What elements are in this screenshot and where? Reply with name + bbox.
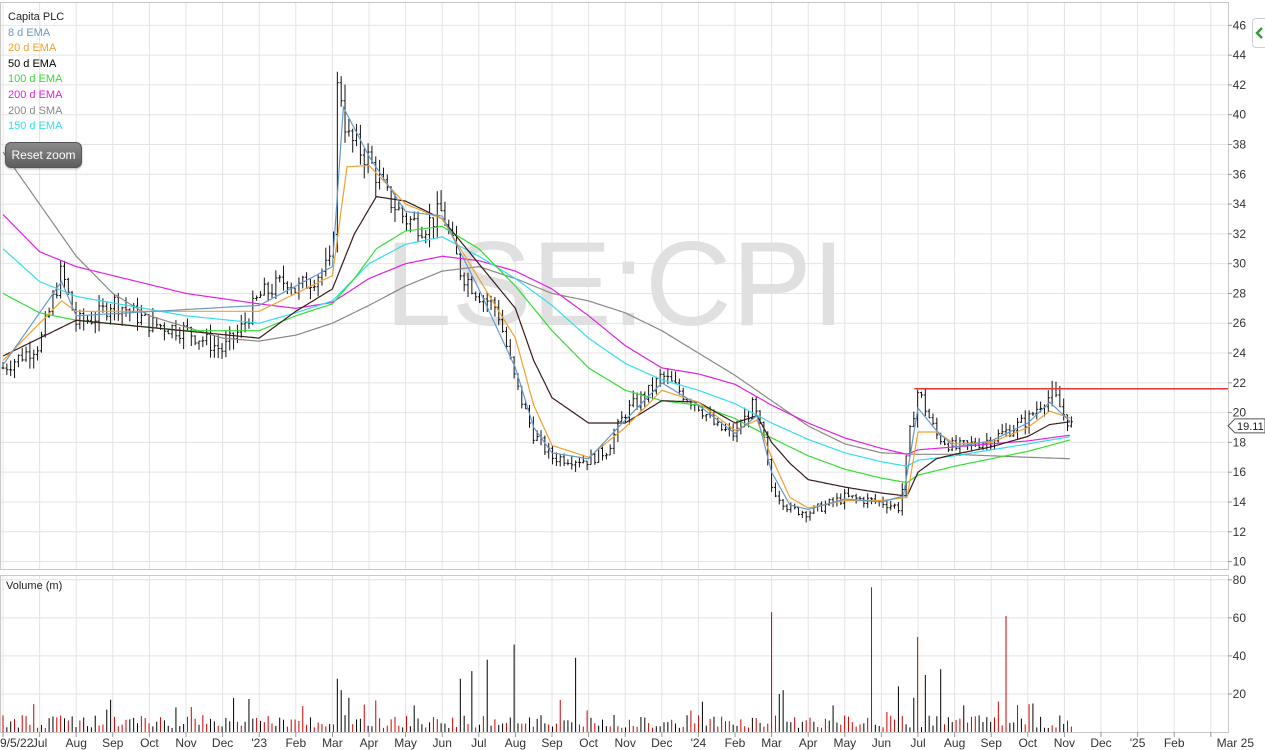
x-tick-label: Dec — [651, 736, 672, 750]
volume-tick-label: 20 — [1233, 687, 1247, 701]
legend-item[interactable]: 100 d EMA — [8, 73, 63, 86]
ema-50-line — [2, 195, 1070, 497]
x-tick-label: Nov — [1054, 736, 1075, 750]
last-price-box — [1227, 418, 1265, 434]
x-tick-label: Sep — [981, 736, 1003, 750]
y-tick-label: 14 — [1233, 495, 1247, 509]
y-tick-label: 38 — [1233, 138, 1247, 152]
moving-average-lines — [2, 105, 1071, 511]
y-tick-label: 40 — [1233, 108, 1247, 122]
ema-8-line — [2, 105, 1071, 511]
x-tick-label: Oct — [579, 736, 598, 750]
reset-zoom-button[interactable]: Reset zoom — [5, 142, 82, 168]
x-tick-label: Dec — [1090, 736, 1111, 750]
y-tick-label: 44 — [1233, 48, 1247, 62]
legend-item[interactable]: 20 d EMA — [8, 42, 57, 55]
x-tick-label: Nov — [175, 736, 196, 750]
y-tick-label: 26 — [1233, 316, 1247, 330]
legend-item[interactable]: 8 d EMA — [8, 26, 51, 39]
x-tick-label: May — [394, 736, 417, 750]
legend-item[interactable]: 50 d EMA — [8, 57, 57, 70]
y-tick-label: 16 — [1233, 465, 1247, 479]
x-tick-label: Aug — [66, 736, 87, 750]
x-tick-label: Sep — [102, 736, 124, 750]
y-tick-label: 46 — [1233, 18, 1247, 32]
volume-axis-label: Volume (m) — [6, 580, 62, 592]
y-tick-label: 22 — [1233, 376, 1247, 390]
legend: Capita PLC 8 d EMA 20 d EMA 50 d EMA 100 d … — [8, 10, 64, 135]
grid-lines — [1, 3, 1228, 732]
price-axis: 10 12 14 16 18 20 22 24 26 28 30 32 34 36 38 40 42 44 46 — [1228, 18, 1247, 569]
x-tick-label: Jul — [910, 736, 925, 750]
y-tick-label: 32 — [1233, 227, 1247, 241]
y-tick-label: 24 — [1233, 346, 1247, 360]
volume-bars — [2, 587, 1072, 732]
y-tick-label: 34 — [1233, 197, 1247, 211]
x-tick-label: Jul — [471, 736, 486, 750]
price-panel-frame — [0, 2, 1229, 570]
volume-tick-label: 40 — [1233, 649, 1247, 663]
x-tick-label: Jul — [32, 736, 47, 750]
watermark: LSE:CPI — [385, 217, 845, 351]
x-tick-label: Oct — [1018, 736, 1037, 750]
y-tick-label: 36 — [1233, 167, 1247, 181]
x-tick-label: Mar 25 — [1217, 736, 1255, 750]
x-tick-label: Oct — [140, 736, 159, 750]
x-tick-label: Mar — [322, 736, 343, 750]
x-tick-label: Feb — [725, 736, 746, 750]
y-tick-label: 30 — [1233, 257, 1247, 271]
x-tick-label: '24 — [691, 736, 707, 750]
y-tick-label: 18 — [1233, 435, 1247, 449]
sma-200-line — [2, 151, 1070, 460]
volume-tick-label: 60 — [1233, 611, 1247, 625]
last-price-label: 19.11 — [1237, 421, 1264, 433]
x-tick-label: Nov — [615, 736, 636, 750]
legend-item[interactable]: 200 d EMA — [8, 88, 63, 101]
x-tick-label: Feb — [1164, 736, 1185, 750]
x-tick-label: Aug — [505, 736, 526, 750]
x-tick-label: Apr — [799, 736, 818, 750]
side-panel-toggle[interactable] — [1252, 18, 1265, 48]
volume-axis: 20 40 60 80 — [1228, 573, 1246, 701]
last-price-marker: 19.11 — [1227, 418, 1265, 434]
y-tick-label: 12 — [1233, 525, 1247, 539]
x-tick-label: Feb — [285, 736, 306, 750]
y-tick-label: 20 — [1233, 406, 1247, 420]
x-tick-label: 9/5/22 — [0, 736, 34, 750]
volume-tick-label: 80 — [1233, 573, 1247, 587]
x-tick-label: Jun — [872, 736, 891, 750]
x-tick-label: Apr — [360, 736, 379, 750]
x-tick-label: May — [833, 736, 856, 750]
legend-title: Capita PLC — [8, 11, 65, 23]
x-tick-label: Aug — [944, 736, 965, 750]
x-tick-label: Jun — [433, 736, 452, 750]
x-tick-label: '23 — [251, 736, 267, 750]
legend-item[interactable]: 200 d SMA — [8, 104, 63, 117]
x-tick-label: Sep — [541, 736, 563, 750]
y-tick-label: 28 — [1233, 286, 1247, 300]
x-tick-label: Dec — [212, 736, 233, 750]
x-tick-label: '25 — [1130, 736, 1146, 750]
volume-panel-frame — [0, 575, 1229, 733]
x-tick-label: Mar — [761, 736, 782, 750]
ema-150-line — [2, 236, 1071, 467]
ema-200-line — [2, 214, 1070, 455]
legend-item[interactable]: 150 d EMA — [8, 120, 63, 133]
y-tick-label: 42 — [1233, 78, 1247, 92]
y-tick-label: 10 — [1233, 555, 1247, 569]
chevron-left-icon — [1255, 27, 1263, 39]
